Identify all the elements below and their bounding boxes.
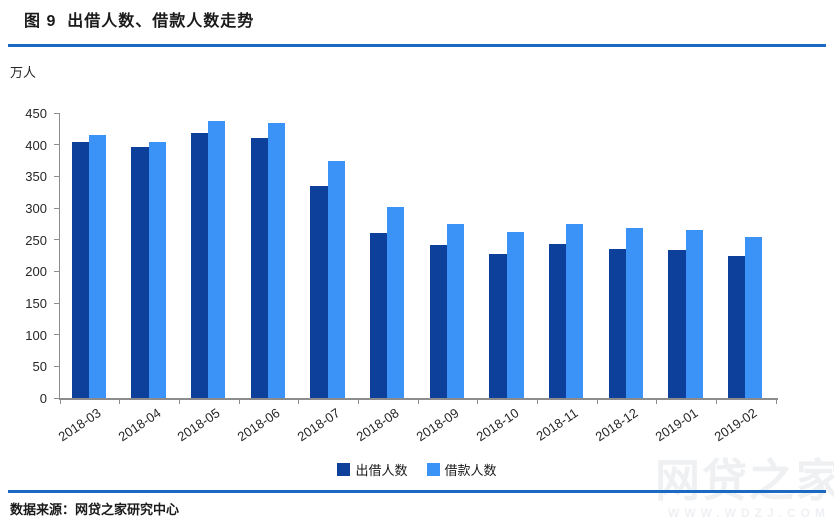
bar-出借人数-2018-03: [71, 141, 89, 398]
y-axis-tick: [54, 270, 59, 272]
x-axis-tick: [238, 398, 240, 404]
y-axis-unit-label: 万人: [10, 65, 37, 80]
bar-出借人数-2018-04: [131, 147, 149, 398]
y-axis-tick-label: 400: [25, 137, 47, 153]
y-axis-tick-label: 100: [25, 327, 47, 343]
y-axis-tick: [54, 365, 59, 367]
y-axis-tick-label: 450: [25, 106, 47, 121]
x-axis-tick-label: 2018-03: [55, 405, 104, 445]
title-separator-line: [8, 44, 826, 47]
y-axis-tick: [54, 112, 59, 114]
x-axis-tick: [715, 398, 717, 404]
legend-item-出借人数: 出借人数: [337, 460, 408, 479]
y-axis-tick: [54, 207, 59, 209]
x-axis-tick: [178, 398, 180, 404]
watermark-brand-text: 网贷之家: [655, 455, 834, 506]
x-axis-tick-label: 2018-08: [354, 405, 403, 445]
data-source-note: 数据来源：网贷之家研究中心: [10, 502, 180, 517]
x-axis-tick-label: 2018-12: [592, 405, 641, 445]
bar-出借人数-2018-07: [310, 185, 328, 398]
bar-出借人数-2019-01: [668, 250, 686, 398]
x-axis-tick-label: 2018-06: [234, 405, 283, 445]
y-axis-tick: [54, 239, 59, 241]
x-axis-tick: [656, 398, 658, 404]
x-axis-tick-label: 2018-09: [413, 405, 462, 445]
y-axis-tick: [54, 334, 59, 336]
bar-借款人数-2018-10: [506, 232, 524, 398]
bar-出借人数-2018-08: [370, 233, 388, 398]
bar-借款人数-2019-02: [745, 236, 763, 398]
x-axis-tick-label: 2018-07: [294, 405, 343, 445]
bar-出借人数-2018-12: [608, 249, 626, 398]
x-axis-tick: [596, 398, 598, 404]
bar-出借人数-2018-05: [191, 133, 209, 398]
x-axis-tick: [59, 398, 61, 404]
bar-借款人数-2018-03: [88, 134, 107, 398]
y-axis-tick: [54, 397, 59, 399]
bar-出借人数-2019-02: [728, 256, 746, 398]
legend-swatch-icon: [426, 463, 440, 476]
footer-separator-line: [8, 490, 826, 493]
y-axis-tick-label: 250: [25, 232, 47, 248]
figure-title: 图 9 出借人数、借款人数走势: [24, 13, 255, 30]
y-axis-tick: [54, 175, 59, 177]
bar-出借人数-2018-10: [489, 253, 507, 398]
legend-item-借款人数: 借款人数: [426, 460, 497, 479]
chart-legend: 出借人数 借款人数: [0, 460, 834, 479]
y-axis-tick: [54, 144, 59, 146]
y-axis-tick-label: 50: [32, 359, 47, 375]
x-axis-tick: [477, 398, 479, 404]
bar-借款人数-2018-05: [208, 121, 226, 398]
legend-label: 借款人数: [444, 463, 497, 478]
x-axis-tick: [357, 398, 359, 404]
x-axis-tick: [536, 398, 538, 404]
x-axis-tick-label: 2018-11: [533, 405, 582, 444]
x-axis-tick-label: 2018-10: [473, 405, 522, 445]
bar-借款人数-2019-01: [685, 230, 703, 398]
bar-借款人数-2018-08: [387, 207, 405, 398]
bar-借款人数-2018-12: [625, 228, 644, 398]
x-axis-tick-label: 2018-04: [115, 405, 164, 445]
x-axis-tick-label: 2019-02: [712, 405, 761, 445]
bar-出借人数-2018-11: [549, 244, 567, 398]
legend-label: 出借人数: [355, 463, 408, 478]
watermark: 网贷之家 WWW.WDZJ.COM: [655, 458, 834, 520]
x-axis-tick-label: 2018-05: [175, 405, 224, 445]
bar-借款人数-2018-11: [566, 223, 584, 398]
y-axis-line: [58, 113, 60, 399]
x-axis-tick: [775, 398, 777, 404]
bar-借款人数-2018-04: [148, 141, 166, 398]
x-axis-tick: [417, 398, 419, 404]
x-axis-tick: [119, 398, 121, 404]
legend-swatch-icon: [337, 463, 351, 476]
y-axis-tick-label: 300: [25, 201, 47, 216]
bar-借款人数-2018-06: [267, 122, 286, 398]
bar-出借人数-2018-09: [429, 244, 447, 398]
x-axis-tick-label: 2019-01: [652, 405, 701, 445]
y-axis-tick: [54, 302, 59, 304]
y-axis-tick-label: 350: [25, 169, 47, 185]
bar-出借人数-2018-06: [250, 138, 268, 398]
x-axis-tick: [298, 398, 300, 404]
bar-借款人数-2018-07: [327, 161, 345, 398]
y-axis-tick-label: 150: [25, 296, 47, 311]
y-axis-tick-label: 200: [25, 264, 47, 280]
bar-借款人数-2018-09: [446, 223, 465, 398]
watermark-url-text: WWW.WDZJ.COM: [668, 506, 830, 520]
y-axis-tick-label: 0: [39, 391, 47, 406]
